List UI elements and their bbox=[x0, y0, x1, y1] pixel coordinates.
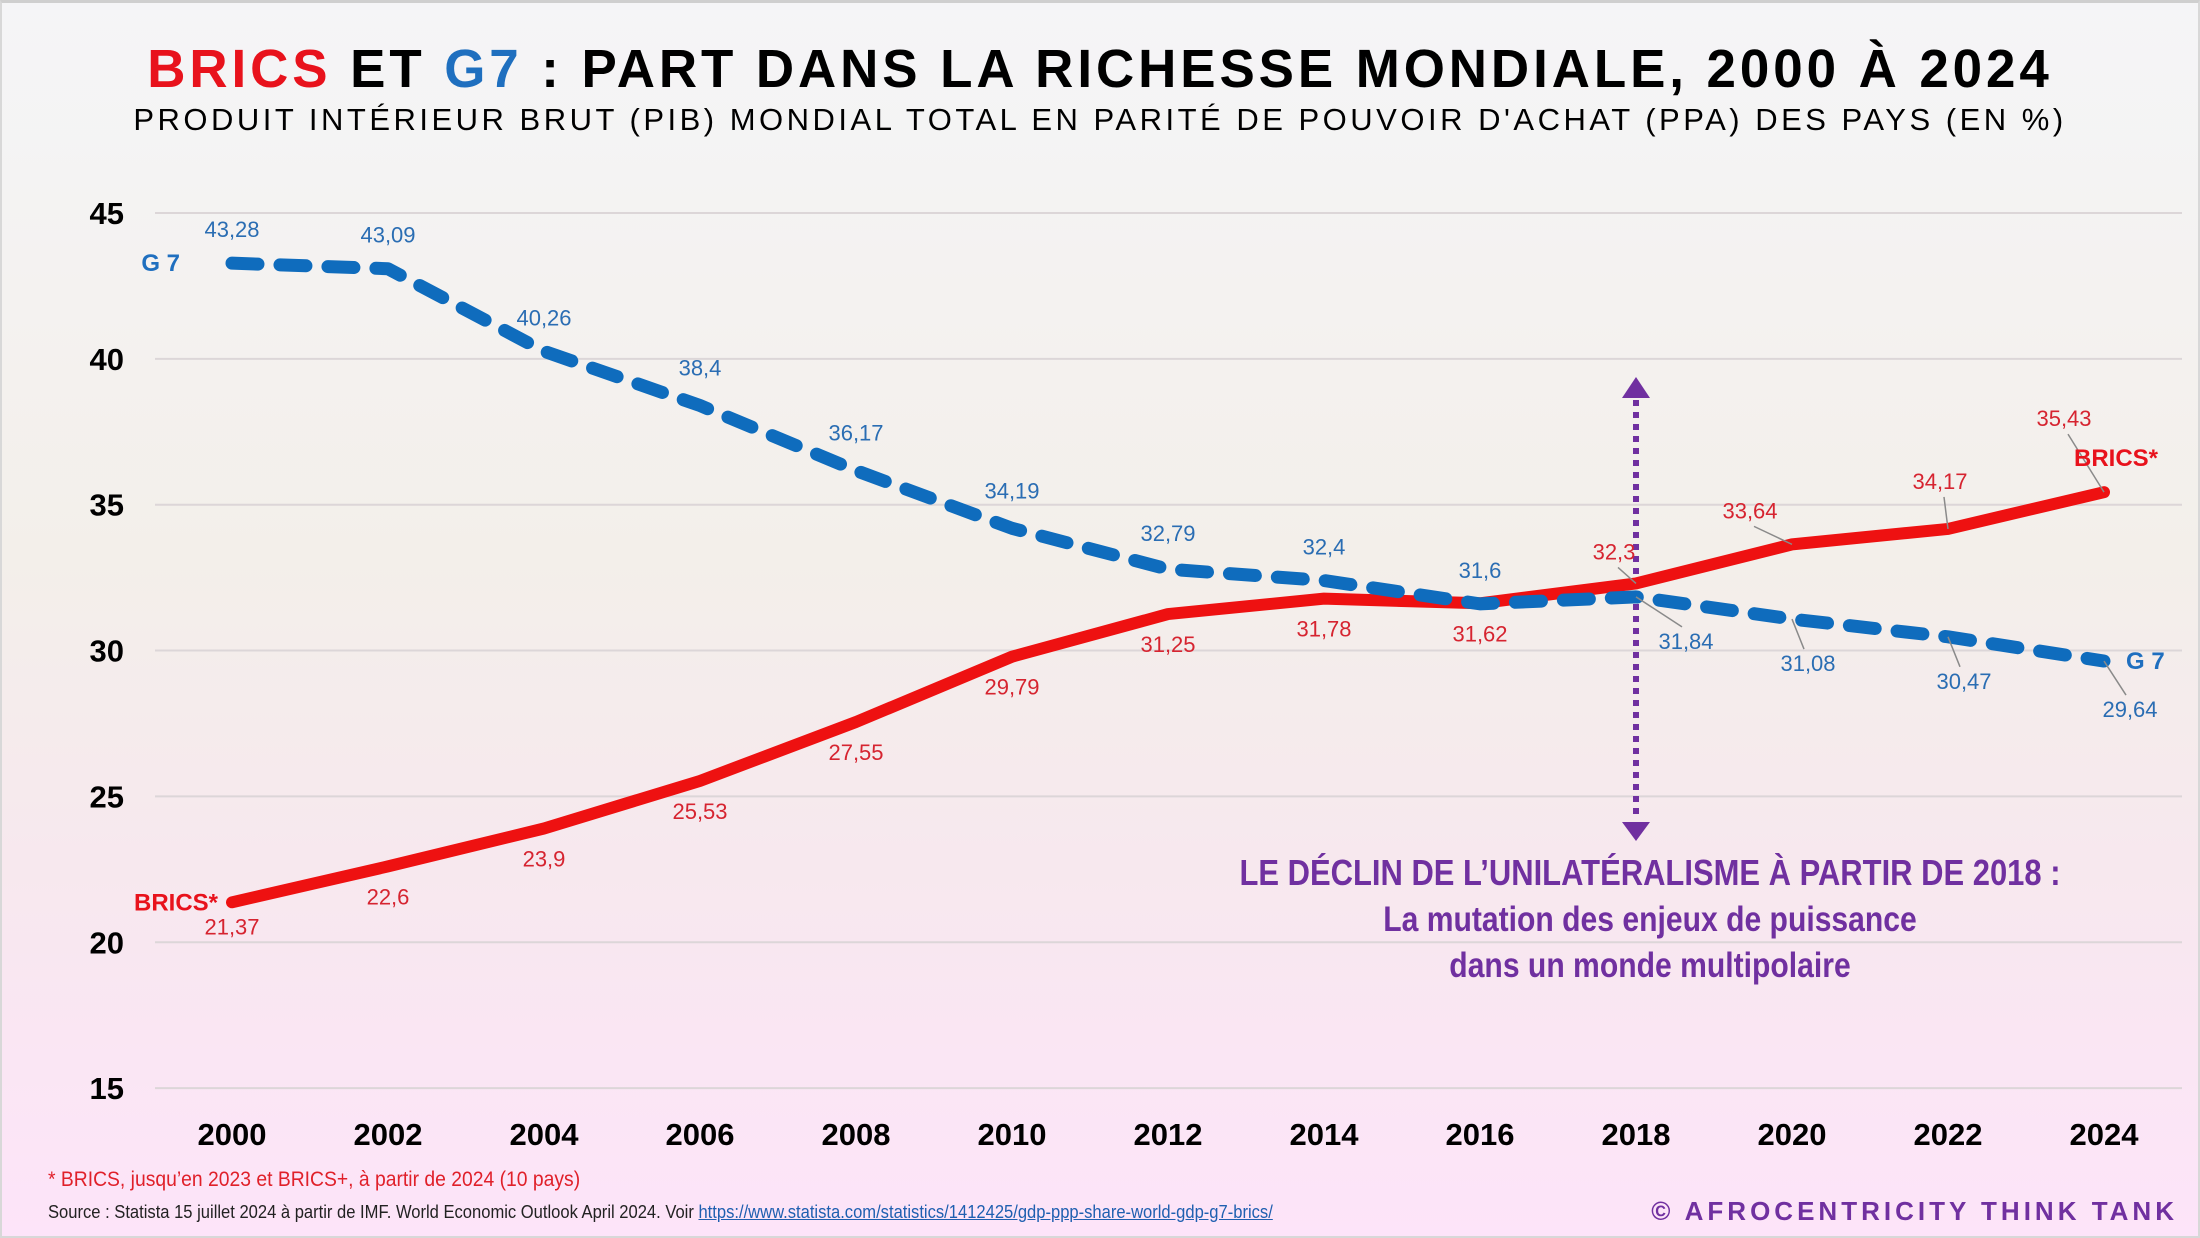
leader-line bbox=[2103, 660, 2127, 696]
x-tick-label: 2008 bbox=[822, 1117, 891, 1152]
data-label-g7: 43,28 bbox=[204, 217, 259, 242]
gridlines bbox=[155, 212, 2182, 1090]
data-label-g7: 32,4 bbox=[1303, 535, 1346, 560]
annotation-line-3: dans un monde multipolaire bbox=[1449, 946, 1851, 985]
data-label-brics: 22,6 bbox=[367, 884, 410, 909]
data-label-brics: 32,3 bbox=[1593, 539, 1636, 564]
y-tick-label: 40 bbox=[90, 342, 124, 377]
series-line-brics bbox=[226, 486, 2110, 909]
data-label-brics: 27,55 bbox=[828, 740, 883, 765]
copyright: © AFROCENTRICITY THINK TANK bbox=[1651, 1196, 2178, 1226]
y-tick-label: 25 bbox=[90, 779, 124, 814]
data-labels: 43,28 43,09 40,26 38,4 36,17 34,19 32,79 32,4 31… bbox=[134, 217, 2165, 939]
source-note: Source : Statista 15 juillet 2024 à part… bbox=[48, 1202, 1273, 1223]
leader-line bbox=[1753, 525, 1793, 546]
arrow-up-icon bbox=[1622, 377, 1650, 398]
data-label-g7: 34,19 bbox=[984, 478, 1039, 503]
data-label-brics: 21,37 bbox=[204, 914, 259, 939]
source-link[interactable]: https://www.statista.com/statistics/1412… bbox=[698, 1202, 1273, 1222]
x-tick-label: 2022 bbox=[1914, 1117, 1983, 1152]
series-name-brics-start: BRICS* bbox=[134, 889, 219, 916]
x-tick-label: 2002 bbox=[354, 1117, 423, 1152]
title-rest: : PART DANS LA RICHESSE MONDIALE, 2000 À… bbox=[522, 39, 2053, 99]
leader-line bbox=[2067, 433, 2105, 493]
data-label-g7: 38,4 bbox=[679, 356, 722, 381]
data-label-g7: 31,84 bbox=[1658, 629, 1713, 654]
data-label-brics: 23,9 bbox=[523, 846, 566, 871]
leader-line bbox=[1791, 618, 1805, 650]
x-tick-label: 2010 bbox=[978, 1117, 1047, 1152]
series-name-g7-start: G 7 bbox=[141, 250, 180, 277]
data-label-g7: 30,47 bbox=[1936, 669, 1991, 694]
y-axis: 15 20 25 30 35 40 45 bbox=[90, 196, 124, 1106]
x-tick-label: 2018 bbox=[1602, 1117, 1671, 1152]
leader-line bbox=[1617, 566, 1637, 585]
title-brics: BRICS bbox=[147, 39, 332, 99]
arrow-down-icon bbox=[1622, 822, 1650, 841]
y-tick-label: 20 bbox=[90, 925, 124, 960]
data-label-brics: 31,62 bbox=[1452, 621, 1507, 646]
series-name-brics-end: BRICS* bbox=[2074, 445, 2159, 472]
x-tick-label: 2014 bbox=[1290, 1117, 1360, 1152]
chart-title: BRICS ET G7 : PART DANS LA RICHESSE MOND… bbox=[22, 38, 2178, 100]
x-tick-label: 2000 bbox=[198, 1117, 267, 1152]
x-tick-label: 2004 bbox=[510, 1117, 580, 1152]
year-marker-2018 bbox=[1622, 377, 1650, 841]
source-text: Source : Statista 15 juillet 2024 à part… bbox=[48, 1202, 699, 1222]
data-label-g7: 31,08 bbox=[1780, 651, 1835, 676]
y-tick-label: 15 bbox=[90, 1071, 124, 1106]
y-tick-label: 30 bbox=[90, 634, 124, 669]
data-label-brics: 31,78 bbox=[1296, 617, 1351, 642]
data-label-g7: 31,6 bbox=[1459, 558, 1502, 583]
data-label-g7: 32,79 bbox=[1140, 521, 1195, 546]
leader-line bbox=[1947, 636, 1961, 668]
chart-subtitle: PRODUIT INTÉRIEUR BRUT (PIB) MONDIAL TOT… bbox=[133, 102, 2067, 137]
data-label-g7: 43,09 bbox=[360, 223, 415, 248]
x-tick-label: 2020 bbox=[1758, 1117, 1827, 1152]
x-tick-label: 2016 bbox=[1446, 1117, 1515, 1152]
annotation: LE DÉCLIN DE L’UNILATÉRALISME À PARTIR D… bbox=[1150, 852, 2150, 986]
x-axis: 2000 2002 2004 2006 2008 2010 2012 2014 2016 2018… bbox=[198, 1117, 2140, 1152]
leader-line bbox=[1635, 596, 1683, 628]
annotation-heading: LE DÉCLIN DE L’UNILATÉRALISME À PARTIR D… bbox=[1239, 852, 2061, 893]
data-label-g7: 29,64 bbox=[2102, 697, 2157, 722]
data-label-brics: 34,17 bbox=[1912, 469, 1967, 494]
annotation-line-2: La mutation des enjeux de puissance bbox=[1383, 900, 1917, 939]
series-name-g7-end: G 7 bbox=[2126, 648, 2165, 675]
title-et: ET bbox=[331, 39, 445, 99]
data-label-g7: 40,26 bbox=[516, 305, 571, 330]
data-label-brics: 35,43 bbox=[2036, 406, 2091, 431]
title-g7: G7 bbox=[444, 39, 523, 99]
series-line-g7 bbox=[225, 256, 2111, 668]
leader-line bbox=[1943, 496, 1949, 530]
data-label-brics: 25,53 bbox=[672, 799, 727, 824]
data-label-brics: 29,79 bbox=[984, 675, 1039, 700]
x-tick-label: 2024 bbox=[2070, 1117, 2140, 1152]
x-tick-label: 2012 bbox=[1134, 1117, 1203, 1152]
y-tick-label: 45 bbox=[90, 196, 124, 231]
data-label-brics: 33,64 bbox=[1722, 498, 1777, 523]
data-label-brics: 31,25 bbox=[1140, 632, 1195, 657]
footnote: * BRICS, jusqu’en 2023 et BRICS+, à part… bbox=[48, 1168, 581, 1191]
y-tick-label: 35 bbox=[90, 488, 124, 523]
data-label-g7: 36,17 bbox=[828, 421, 883, 446]
x-tick-label: 2006 bbox=[666, 1117, 735, 1152]
